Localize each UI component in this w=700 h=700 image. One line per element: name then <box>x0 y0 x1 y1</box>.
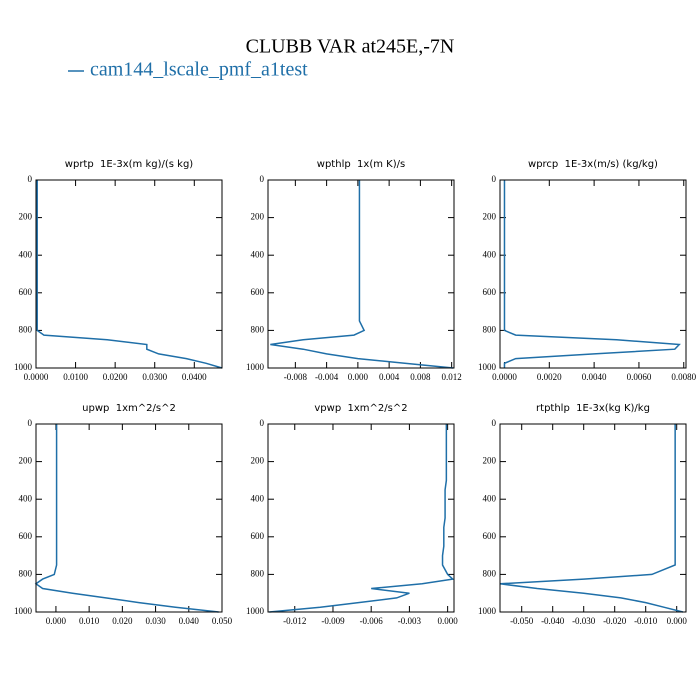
figure-title: CLUBB VAR at245E,-7N <box>246 36 455 58</box>
y-tick-label: 600 <box>19 531 33 541</box>
profile-line <box>36 180 223 369</box>
x-tick-label: 0.004 <box>379 372 400 382</box>
plot-frame <box>499 423 687 613</box>
x-tick-label: -0.010 <box>634 616 658 626</box>
y-tick-label: 0 <box>492 418 497 428</box>
y-tick-label: 600 <box>19 287 33 297</box>
x-tick-label: -0.012 <box>283 616 306 626</box>
profile-line <box>270 180 454 369</box>
y-tick-label: 800 <box>251 568 265 578</box>
x-tick-label: 0.0300 <box>142 372 167 382</box>
x-tick-label: 0.050 <box>212 616 233 626</box>
x-tick-label: 0.0040 <box>582 372 607 382</box>
y-tick-label: 0 <box>260 418 265 428</box>
x-tick-label: -0.040 <box>541 616 565 626</box>
x-tick-label: 0.010 <box>79 616 100 626</box>
panel-title: wpthlp 1x(m K)/s <box>317 159 405 170</box>
x-tick-label: -0.050 <box>510 616 534 626</box>
panel-title: wprtp 1E-3x(m kg)/(s kg) <box>65 159 193 170</box>
x-tick-label: -0.009 <box>321 616 345 626</box>
x-tick-label: 0.030 <box>145 616 166 626</box>
profile-line <box>499 424 684 613</box>
x-tick-label: 0.0080 <box>671 372 696 382</box>
y-tick-label: 800 <box>483 324 497 334</box>
y-tick-label: 800 <box>251 324 265 334</box>
x-tick-label: -0.020 <box>603 616 627 626</box>
x-tick-label: -0.030 <box>572 616 596 626</box>
y-tick-label: 0 <box>28 174 33 184</box>
y-tick-label: 200 <box>251 456 265 466</box>
y-tick-label: 400 <box>19 249 33 259</box>
profile-line <box>269 424 455 613</box>
y-tick-label: 800 <box>19 324 33 334</box>
y-tick-label: 400 <box>483 493 497 503</box>
plot-frame <box>499 179 687 369</box>
x-tick-label: 0.0000 <box>24 372 49 382</box>
x-tick-label: 0.000 <box>46 616 67 626</box>
y-tick-label: 400 <box>251 249 265 259</box>
x-tick-label: 0.000 <box>667 616 688 626</box>
plot-frame <box>35 423 223 613</box>
y-tick-label: 0 <box>28 418 33 428</box>
y-tick-label: 400 <box>19 493 33 503</box>
y-tick-label: 800 <box>19 568 33 578</box>
panel-title: wprcp 1E-3x(m/s) (kg/kg) <box>528 159 658 170</box>
x-tick-label: 0.0000 <box>492 372 517 382</box>
x-tick-label: 0.012 <box>442 372 462 382</box>
x-tick-label: 0.0400 <box>182 372 207 382</box>
x-tick-label: -0.006 <box>360 616 384 626</box>
y-tick-label: 1000 <box>246 606 265 616</box>
y-tick-label: 1000 <box>246 362 265 372</box>
y-tick-label: 400 <box>251 493 265 503</box>
y-tick-label: 1000 <box>14 362 33 372</box>
y-tick-label: 1000 <box>14 606 33 616</box>
x-tick-label: 0.000 <box>348 372 369 382</box>
y-tick-label: 400 <box>483 249 497 259</box>
y-tick-label: 200 <box>483 212 497 222</box>
x-tick-label: 0.000 <box>438 616 459 626</box>
panel-title: rtpthlp 1E-3x(kg K)/kg <box>536 403 650 414</box>
y-tick-label: 1000 <box>478 362 497 372</box>
y-tick-label: 600 <box>251 287 265 297</box>
x-tick-label: 0.0100 <box>63 372 88 382</box>
y-tick-label: 200 <box>19 212 33 222</box>
x-tick-label: 0.0200 <box>103 372 128 382</box>
x-tick-label: -0.004 <box>315 372 339 382</box>
y-tick-label: 200 <box>251 212 265 222</box>
y-tick-label: 600 <box>483 531 497 541</box>
plot-frame <box>267 423 455 613</box>
x-tick-label: 0.0060 <box>627 372 652 382</box>
profile-line <box>503 180 681 368</box>
y-tick-label: 0 <box>260 174 265 184</box>
x-tick-label: 0.008 <box>410 372 431 382</box>
y-tick-label: 1000 <box>478 606 497 616</box>
x-tick-label: -0.008 <box>284 372 308 382</box>
y-tick-label: 600 <box>483 287 497 297</box>
legend-label: cam144_lscale_pmf_a1test <box>90 59 308 81</box>
x-tick-label: 0.040 <box>179 616 200 626</box>
y-tick-label: 600 <box>251 531 265 541</box>
x-tick-label: 0.0020 <box>537 372 562 382</box>
y-tick-label: 0 <box>492 174 497 184</box>
x-tick-label: 0.020 <box>112 616 133 626</box>
plot-frame <box>35 179 223 369</box>
plot-frame <box>267 179 455 369</box>
panel-title: vpwp 1xm^2/s^2 <box>314 403 407 414</box>
profile-line <box>34 424 219 613</box>
y-tick-label: 200 <box>19 456 33 466</box>
panel-title: upwp 1xm^2/s^2 <box>82 403 176 414</box>
y-tick-label: 800 <box>483 568 497 578</box>
y-tick-label: 200 <box>483 456 497 466</box>
x-tick-label: -0.003 <box>398 616 422 626</box>
